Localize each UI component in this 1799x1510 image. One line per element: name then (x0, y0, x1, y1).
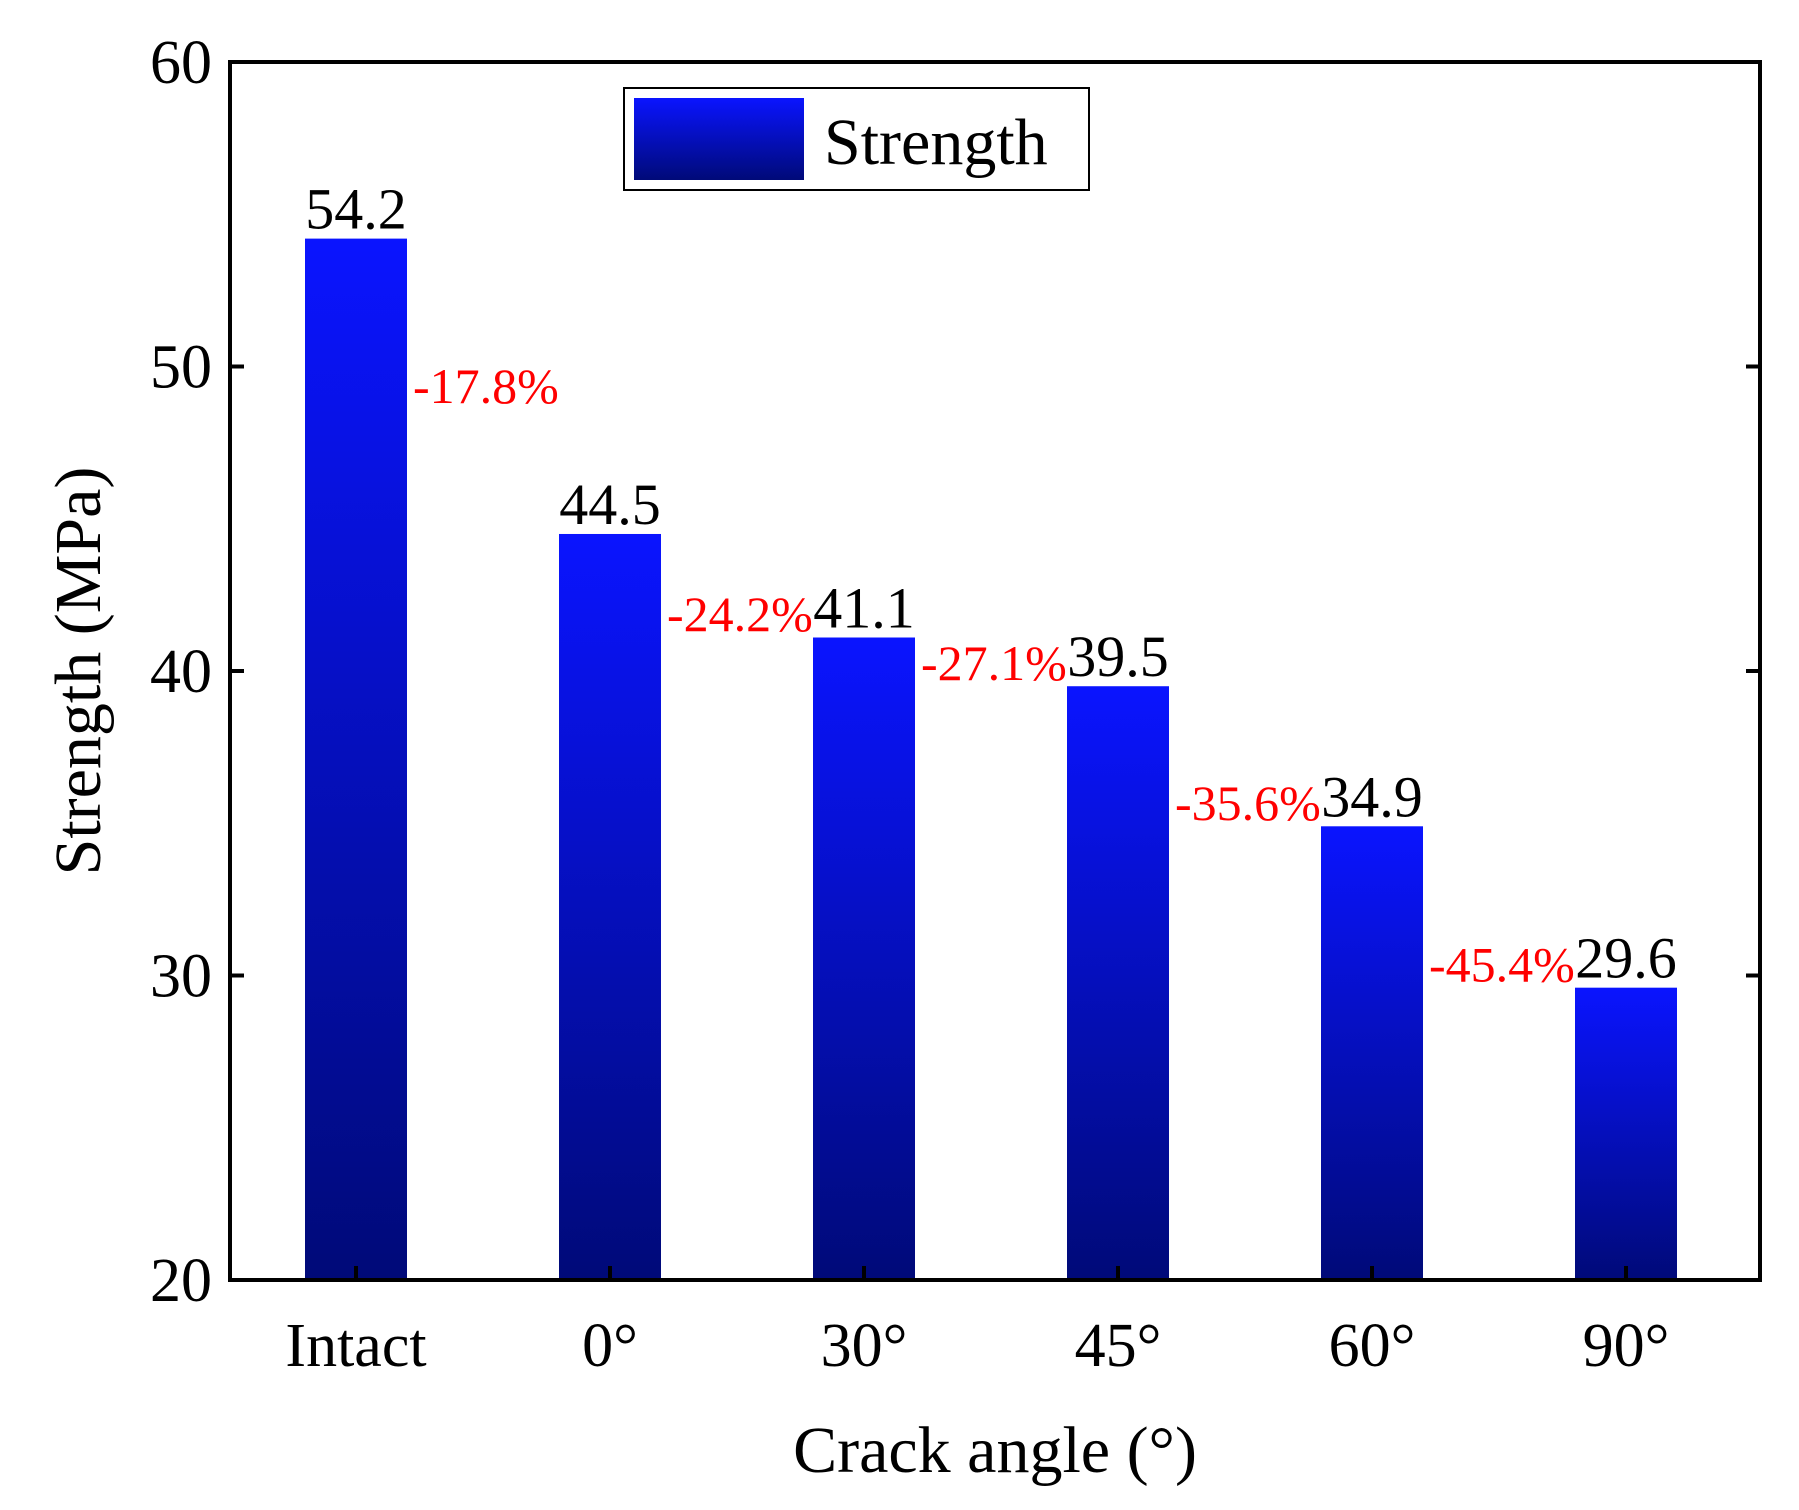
x-tick-label-intact: Intact (285, 1312, 426, 1380)
bar-60 (1321, 826, 1423, 1280)
bar-intact (305, 238, 407, 1281)
bar-45 (1067, 686, 1169, 1280)
pct-change-label-3: -27.1% (921, 635, 1067, 691)
bar-0 (559, 533, 661, 1280)
value-label-45: 39.5 (1067, 624, 1169, 689)
ticks-layer (230, 60, 1760, 1282)
pct-change-label-2: -24.2% (667, 586, 813, 642)
pct-change-label-4: -35.6% (1175, 775, 1321, 831)
legend: Strength (623, 87, 1090, 191)
x-tick-label-0: 0° (582, 1312, 638, 1380)
y-tick-label-60: 60 (150, 29, 212, 97)
value-label-intact: 54.2 (305, 177, 407, 242)
x-tick-label-60: 60° (1329, 1312, 1416, 1380)
value-label-60: 34.9 (1321, 764, 1423, 829)
y-tick-label-30: 30 (150, 943, 212, 1011)
bar-90 (1575, 987, 1677, 1280)
y-axis-title: Strength (MPa) (42, 467, 115, 876)
x-tick-label-30: 30° (821, 1312, 908, 1380)
pct-change-label-1: -17.8% (413, 358, 559, 414)
value-label-90: 29.6 (1575, 926, 1677, 991)
y-tick-label-40: 40 (150, 638, 212, 706)
bars-layer (305, 238, 1677, 1281)
value-label-30: 41.1 (813, 576, 915, 641)
y-tick-label-20: 20 (150, 1247, 212, 1315)
x-tick-label-45: 45° (1075, 1312, 1162, 1380)
labels-layer: 54.2 44.5 41.1 39.5 34.9 29.6 -17.8% -24.2% -27.… (150, 29, 1677, 1380)
x-tick-label-90: 90° (1583, 1312, 1670, 1380)
x-axis-title: Crack angle (°) (793, 1414, 1197, 1487)
pct-change-label-5: -45.4% (1429, 936, 1575, 992)
legend-label-strength: Strength (824, 106, 1048, 179)
legend-swatch (634, 98, 804, 180)
y-tick-label-50: 50 (150, 334, 212, 402)
value-label-0: 44.5 (559, 472, 661, 537)
bar-30 (813, 637, 915, 1280)
